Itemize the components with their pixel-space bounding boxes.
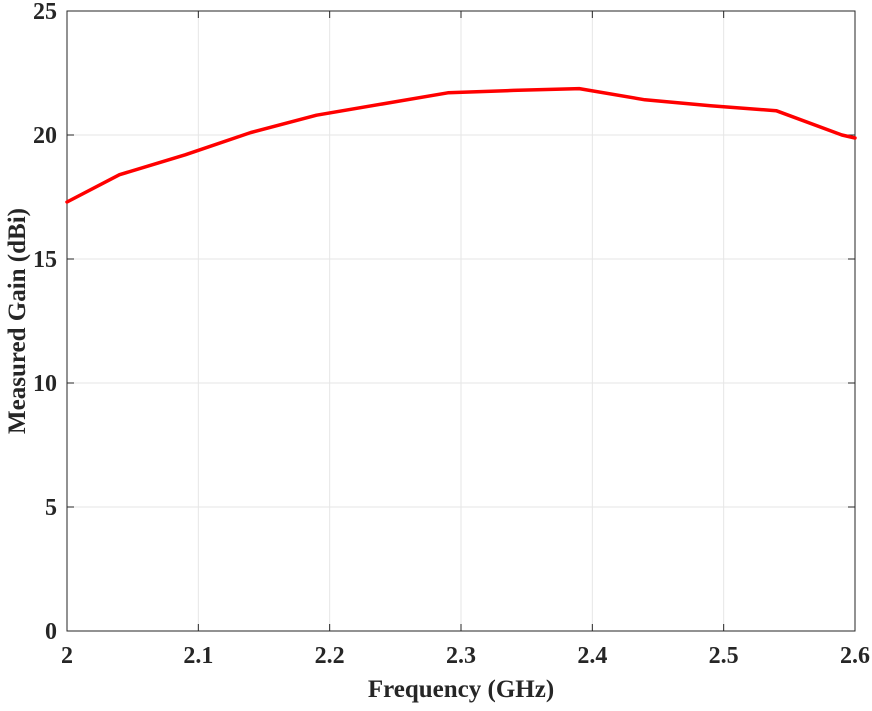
series-layer [65, 86, 857, 204]
x-tick-label: 2 [61, 643, 73, 669]
y-tick-labels: 0 5 10 15 20 25 [33, 0, 57, 645]
y-tick-label: 5 [45, 495, 57, 521]
x-tick-labels: 2 2.1 2.2 2.3 2.4 2.5 2.6 [61, 643, 870, 669]
grid [67, 11, 855, 631]
y-tick-label: 10 [33, 371, 57, 397]
y-tick-label: 15 [33, 247, 57, 273]
y-tick-label: 0 [45, 619, 57, 645]
x-tick-label: 2.6 [840, 643, 870, 669]
x-tick-label: 2.2 [315, 643, 345, 669]
x-tick-label: 2.1 [183, 643, 213, 669]
x-axis-label: Frequency (GHz) [368, 676, 554, 703]
y-tick-label: 25 [33, 0, 57, 25]
x-tick-label: 2.4 [577, 643, 607, 669]
axis-ticks [66, 10, 856, 632]
y-axis-label: Measured Gain (dBi) [4, 208, 31, 434]
series-line-0 [65, 86, 857, 204]
x-tick-label: 2.5 [709, 643, 739, 669]
x-tick-label: 2.3 [446, 643, 476, 669]
y-tick-label: 20 [33, 123, 57, 149]
